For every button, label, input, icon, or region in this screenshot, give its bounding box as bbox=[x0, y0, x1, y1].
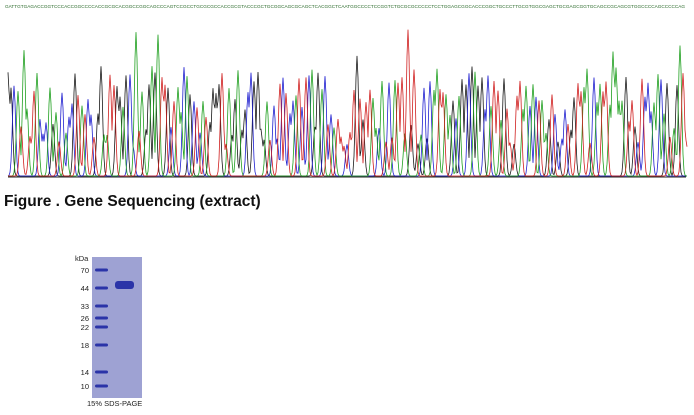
figure-caption: Figure . Gene Sequencing (extract) bbox=[4, 193, 261, 210]
ladder-band bbox=[95, 304, 108, 308]
sample-band bbox=[115, 281, 134, 289]
unit-label: kDa bbox=[75, 254, 89, 263]
sequence-text: GATTGTGAGACCGGTCCCACCGGCCCCACCGCGCACGGCC… bbox=[5, 4, 685, 9]
ladder-band bbox=[95, 268, 108, 272]
ladder-band bbox=[95, 316, 108, 320]
ladder-label: 26 bbox=[81, 314, 89, 323]
ladder-label: 33 bbox=[81, 302, 89, 311]
ladder-band bbox=[95, 370, 108, 374]
chromatogram bbox=[7, 29, 688, 177]
ladder-band bbox=[95, 384, 108, 388]
ladder-band bbox=[95, 343, 108, 347]
ladder-band bbox=[95, 286, 108, 290]
trace bbox=[8, 29, 688, 177]
ladder-label: 14 bbox=[81, 368, 89, 377]
gel-caption: 15% SDS-PAGE bbox=[87, 399, 142, 408]
ladder-label: 70 bbox=[81, 266, 89, 275]
ladder-label: 22 bbox=[81, 323, 89, 332]
ladder-label: 18 bbox=[81, 341, 89, 350]
ladder-band bbox=[95, 325, 108, 329]
ladder-label: 10 bbox=[81, 382, 89, 391]
trace bbox=[8, 32, 687, 177]
ladder-label: 44 bbox=[81, 284, 89, 293]
